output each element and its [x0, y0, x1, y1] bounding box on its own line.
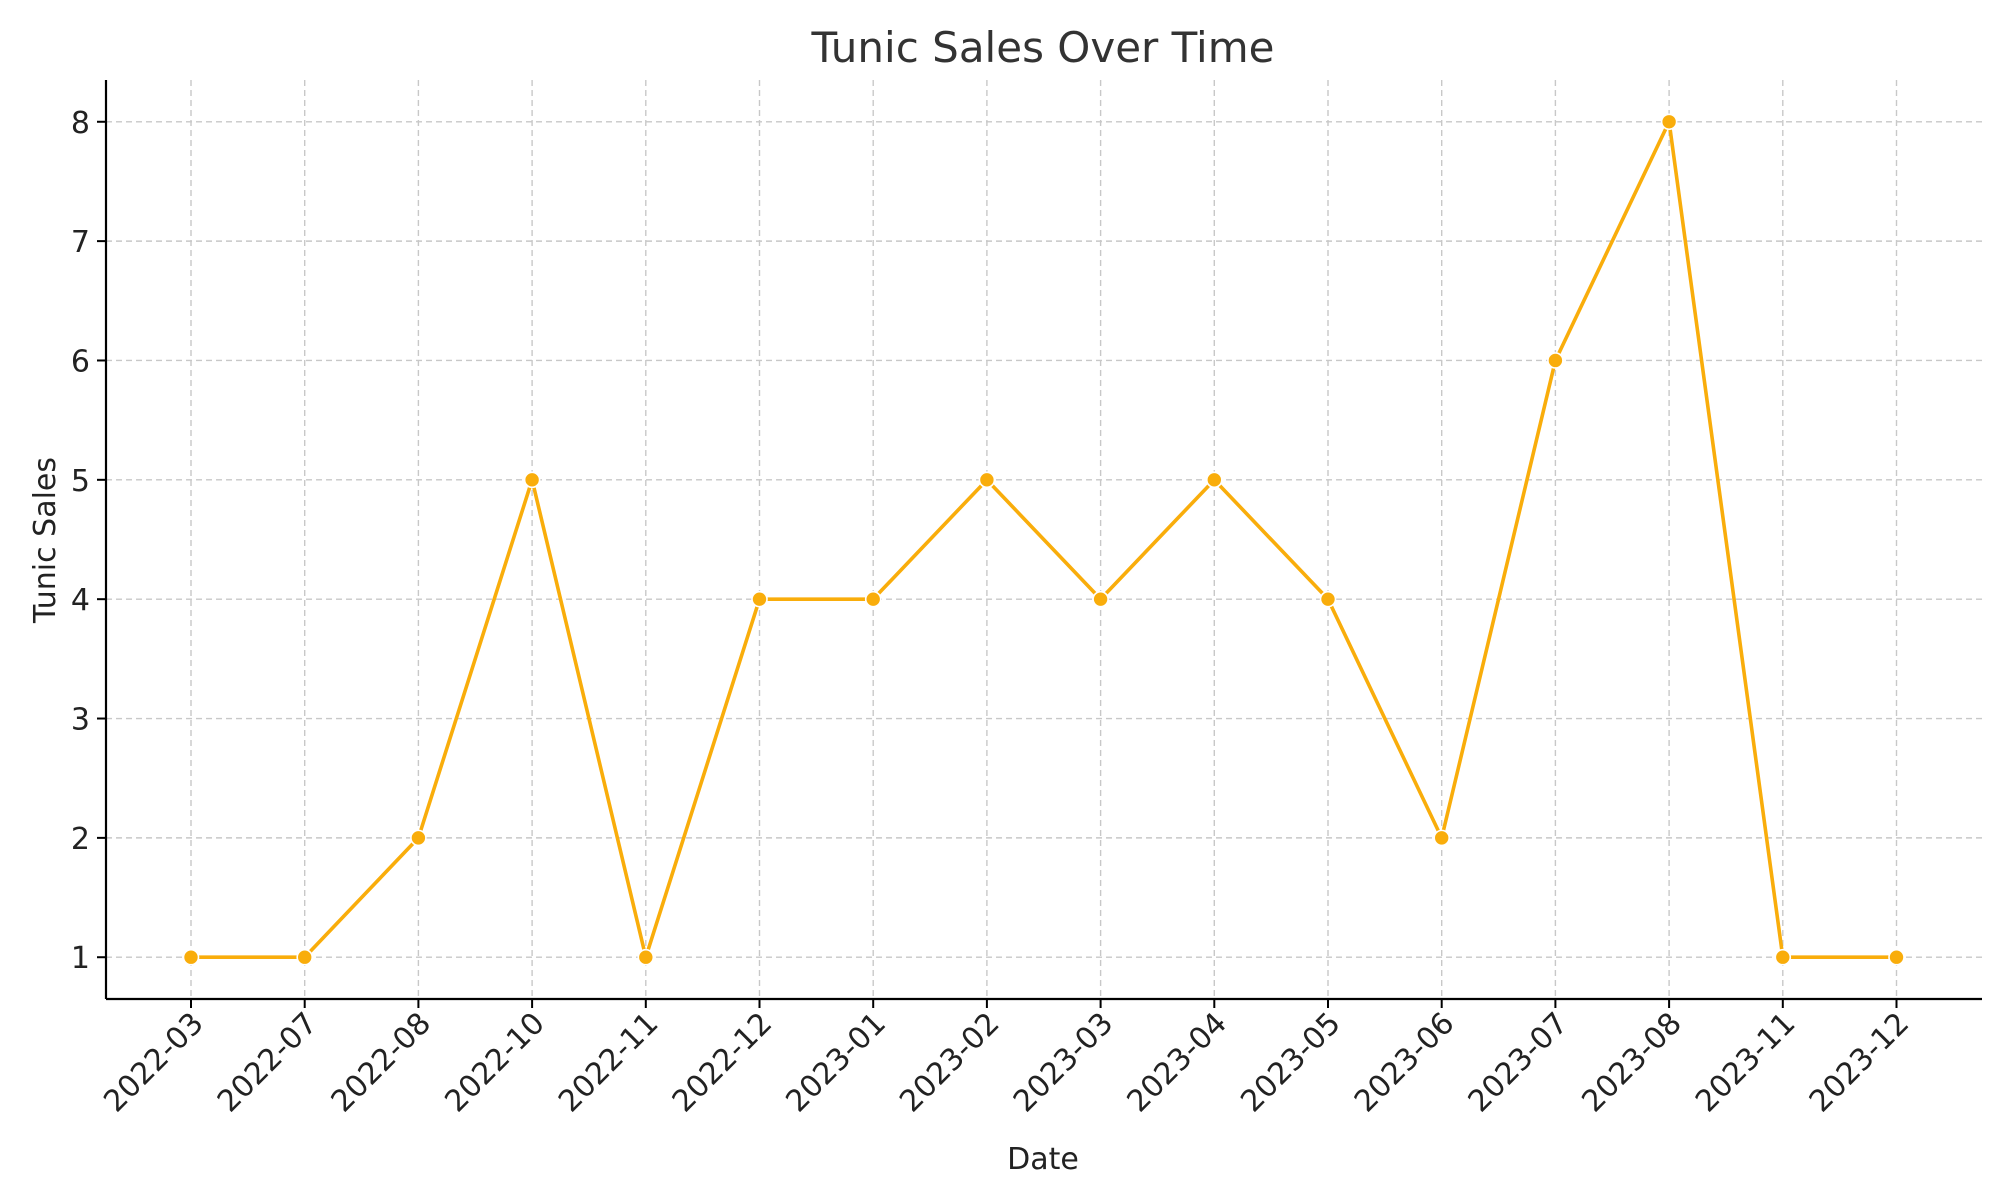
x-tick-label: 2023-01 — [779, 1006, 892, 1119]
y-tick-label: 5 — [71, 464, 90, 499]
x-tick-label: 2022-11 — [552, 1006, 665, 1119]
chart-title: Tunic Sales Over Time — [811, 23, 1275, 72]
x-tick-label: 2023-07 — [1462, 1006, 1575, 1119]
data-point — [1547, 352, 1564, 369]
y-tick-label: 3 — [71, 703, 90, 738]
data-point — [182, 948, 200, 966]
x-tick-label: 2023-03 — [1007, 1006, 1120, 1119]
x-axis-label: Date — [1007, 1142, 1079, 1177]
data-point — [1319, 590, 1337, 608]
data-point — [1092, 590, 1109, 608]
data-point — [1433, 829, 1450, 847]
x-tick-label: 2023-08 — [1575, 1006, 1688, 1119]
x-tick-label: 2022-10 — [438, 1006, 551, 1119]
series-line — [189, 119, 1899, 960]
data-point — [1660, 113, 1678, 131]
y-tick-label: 2 — [71, 822, 90, 857]
x-tick-label: 2023-06 — [1348, 1006, 1461, 1119]
x-tick-label: 2023-05 — [1234, 1006, 1347, 1119]
data-point — [410, 829, 427, 847]
x-tick-label: 2022-03 — [97, 1006, 210, 1119]
data-point — [523, 471, 541, 489]
x-tick-label: 2022-07 — [211, 1006, 324, 1119]
data-point — [978, 471, 996, 489]
x-tick-label: 2023-02 — [893, 1006, 1006, 1119]
y-axis-label: Tunic Sales — [28, 457, 63, 624]
y-tick-label: 6 — [71, 344, 90, 379]
y-tick-label: 7 — [71, 225, 90, 260]
y-tick-label: 1 — [71, 941, 90, 976]
series-layer — [182, 113, 1905, 966]
data-point — [637, 948, 655, 966]
x-tick-label: 2023-04 — [1121, 1006, 1234, 1119]
data-point — [1888, 948, 1905, 966]
data-point — [864, 590, 882, 608]
x-tick-label: 2023-11 — [1689, 1006, 1802, 1119]
y-tick-label: 8 — [71, 106, 90, 141]
x-tick-label: 2022-12 — [666, 1006, 779, 1119]
x-tick-label: 2022-08 — [325, 1006, 438, 1119]
data-point — [751, 590, 768, 608]
x-tick-label: 2023-12 — [1803, 1006, 1916, 1119]
y-tick-label: 4 — [71, 583, 90, 618]
data-point — [296, 948, 314, 966]
data-point — [1774, 948, 1792, 966]
labels: Tunic Sales Over Time Date Tunic Sales — [28, 23, 1274, 1177]
data-point — [1206, 471, 1223, 489]
